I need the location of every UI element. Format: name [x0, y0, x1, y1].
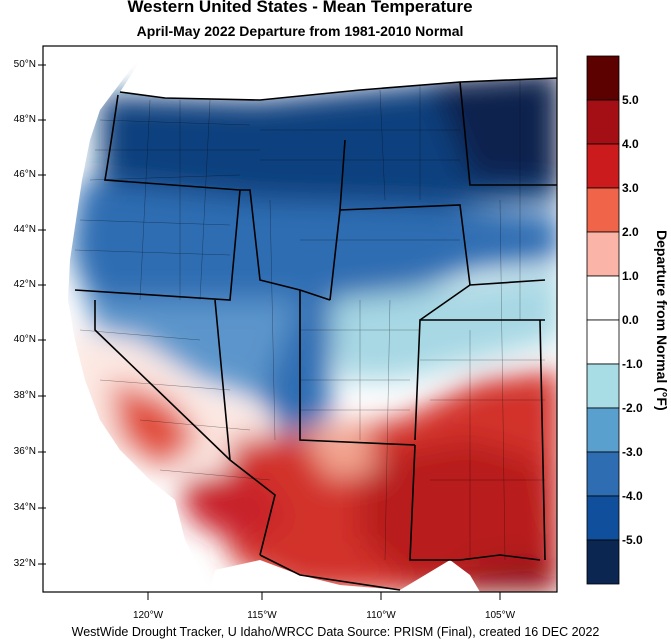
- map-frame: [42, 45, 558, 593]
- lat-label: 34°N: [13, 502, 36, 513]
- colorbar-swatch: [586, 407, 620, 453]
- colorbar-swatch: [586, 99, 620, 145]
- map-title: Western United States - Mean Temperature: [127, 0, 473, 16]
- temperature-field: [43, 46, 557, 592]
- colorbar-swatch: [586, 231, 620, 277]
- lon-label: 110°W: [366, 610, 396, 621]
- colorbar-label: -4.0: [622, 489, 643, 503]
- lat-label: 48°N: [13, 114, 36, 125]
- colorbar-label: -1.0: [622, 357, 643, 371]
- lon-label: 115°W: [247, 610, 277, 621]
- colorbar-label: -2.0: [622, 401, 643, 415]
- lon-label: 105°W: [484, 610, 516, 621]
- colorbar-label: 0.0: [622, 313, 639, 327]
- colorbar-swatch: [586, 319, 620, 365]
- colorbar-swatch: [586, 363, 620, 409]
- colorbar-title: Departure from Normal (°F): [654, 230, 670, 411]
- colorbar-label: 1.0: [622, 269, 639, 283]
- colorbar-swatch: [586, 495, 620, 541]
- colorbar-label: -5.0: [622, 533, 643, 547]
- colorbar-swatch: [586, 187, 620, 233]
- colorbar-label: 5.0: [622, 93, 639, 107]
- state-borders: [74, 77, 557, 591]
- lat-label: 36°N: [13, 446, 36, 457]
- lat-label: 42°N: [13, 279, 36, 290]
- footer-credit: WestWide Drought Tracker, U Idaho/WRCC D…: [71, 625, 600, 639]
- lat-label: 44°N: [13, 224, 36, 235]
- lat-ticks: [38, 64, 46, 565]
- lat-label: 40°N: [13, 334, 36, 345]
- colorbar-swatch: [586, 143, 620, 189]
- lat-label: 50°N: [13, 59, 36, 70]
- lat-label: 32°N: [13, 558, 36, 569]
- colorbar-swatch: [586, 55, 620, 101]
- lat-label: 38°N: [13, 390, 36, 401]
- colorbar-label: -3.0: [622, 445, 643, 459]
- lat-label: 46°N: [13, 169, 36, 180]
- lon-ticks: [147, 592, 501, 600]
- lon-label: 120°W: [132, 610, 164, 621]
- map-subtitle: April-May 2022 Departure from 1981-2010 …: [136, 23, 464, 39]
- colorbar: [586, 55, 620, 585]
- colorbar-swatch: [586, 275, 620, 321]
- colorbar-swatch: [586, 451, 620, 497]
- county-lines: [74, 80, 545, 561]
- colorbar-label: 2.0: [622, 225, 639, 239]
- colorbar-label: 4.0: [622, 137, 639, 151]
- colorbar-swatch: [586, 539, 620, 585]
- colorbar-label: 3.0: [622, 181, 639, 195]
